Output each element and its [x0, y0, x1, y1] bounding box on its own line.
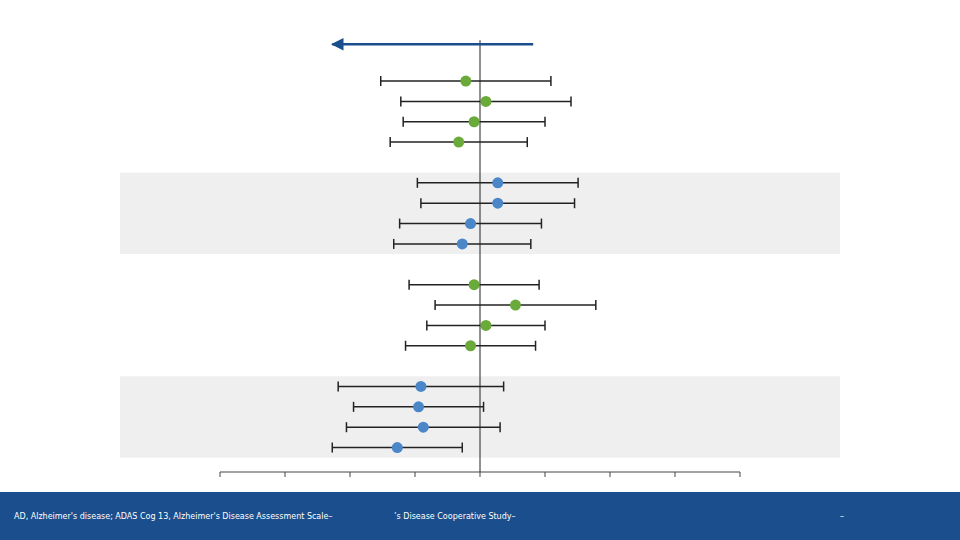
error-cap [541, 219, 543, 229]
error-cap [538, 280, 540, 290]
error-cap [399, 219, 401, 229]
error-bar [394, 239, 531, 249]
error-cap [483, 402, 485, 412]
x-tick [285, 472, 286, 477]
point [469, 116, 480, 127]
error-cap [499, 422, 501, 432]
x-tick [220, 472, 221, 477]
point [392, 442, 403, 453]
error-bar [381, 76, 551, 86]
error-cap [503, 381, 505, 391]
error-cap [393, 239, 395, 249]
point [480, 96, 491, 107]
error-bar [354, 402, 484, 412]
error-cap [405, 341, 407, 351]
error-cap [353, 402, 355, 412]
error-bar [332, 443, 462, 453]
error-cap [527, 137, 529, 147]
chart: AD, Alzheimer's disease; ADAS Cog 13, Al… [0, 0, 960, 540]
x-tick [350, 472, 351, 477]
error-bar [346, 422, 500, 432]
error-cap [426, 320, 428, 330]
point [465, 340, 476, 351]
point [415, 381, 426, 392]
error-cap [420, 198, 422, 208]
plot-area [332, 40, 596, 472]
point [492, 198, 503, 209]
x-tick [545, 472, 546, 477]
error-cap [570, 96, 572, 106]
error-bar [409, 280, 539, 290]
point [418, 422, 429, 433]
x-tick [610, 472, 611, 477]
point [465, 218, 476, 229]
error-bar [338, 381, 503, 391]
point [469, 279, 480, 290]
x-tick [415, 472, 416, 477]
error-bar [401, 96, 571, 106]
x-tick [675, 472, 676, 477]
error-cap [574, 198, 576, 208]
error-cap [402, 117, 404, 127]
error-cap [380, 76, 382, 86]
error-cap [577, 178, 579, 188]
error-cap [332, 443, 334, 453]
x-tick [480, 472, 481, 477]
error-cap [400, 96, 402, 106]
error-cap [535, 341, 537, 351]
x-tick [740, 472, 741, 477]
error-bar [400, 219, 542, 229]
error-bar [435, 300, 596, 310]
error-cap [434, 300, 436, 310]
error-bar [427, 320, 545, 330]
error-cap [337, 381, 339, 391]
point [480, 320, 491, 331]
point [510, 300, 521, 311]
error-cap [595, 300, 597, 310]
point [492, 177, 503, 188]
point [457, 238, 468, 249]
error-cap [408, 280, 410, 290]
error-bar [406, 341, 536, 351]
error-cap [389, 137, 391, 147]
error-bar [421, 198, 575, 208]
point [413, 401, 424, 412]
annotation: AD, Alzheimer's disease; ADAS Cog 13, Al… [14, 512, 332, 521]
footer-bar [0, 492, 960, 540]
error-bar [417, 178, 578, 188]
error-bar [403, 117, 545, 127]
point [460, 76, 471, 87]
error-cap [550, 76, 552, 86]
annotation: – [840, 512, 844, 521]
point [453, 137, 464, 148]
annotation: ’s Disease Cooperative Study– [394, 512, 515, 521]
error-cap [544, 320, 546, 330]
error-cap [530, 239, 532, 249]
error-bar [390, 137, 527, 147]
error-cap [417, 178, 419, 188]
error-cap [462, 443, 464, 453]
arrow [332, 43, 533, 46]
error-cap [544, 117, 546, 127]
error-cap [346, 422, 348, 432]
